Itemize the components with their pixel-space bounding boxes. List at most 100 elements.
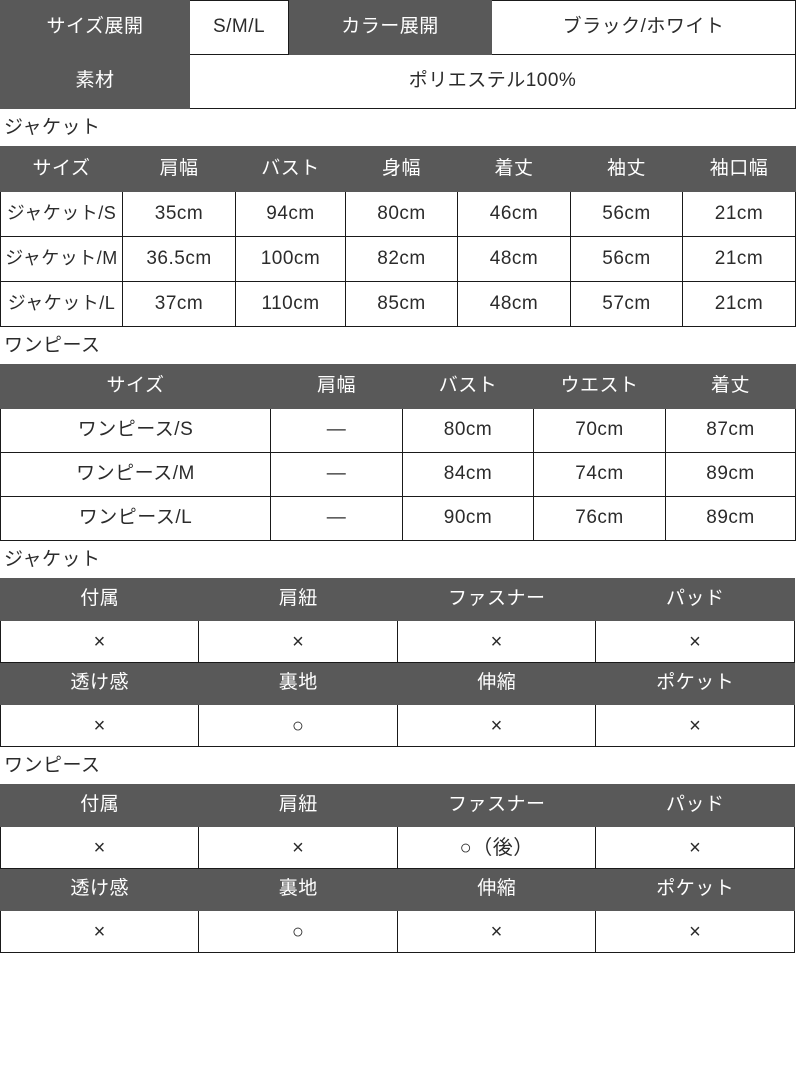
jacket-col-size: サイズ: [0, 146, 123, 192]
section-label-jacket-size: ジャケット: [0, 109, 800, 146]
onepiece-attr-lining-value: ○: [198, 910, 398, 953]
jacket-row-s-sleeve-length: 56cm: [570, 191, 683, 237]
info-label-size-range: サイズ展開: [0, 0, 190, 55]
onepiece-row-s-waist: 70cm: [533, 408, 666, 453]
jacket-attr-strap-label: 肩紐: [198, 578, 398, 621]
jacket-row-s-size: ジャケット/S: [0, 191, 123, 237]
section-label-onepiece-attrs: ワンピース: [0, 747, 800, 784]
jacket-row-s-length: 46cm: [457, 191, 571, 237]
onepiece-row-l-bust: 90cm: [402, 496, 534, 541]
jacket-col-bust: バスト: [235, 146, 346, 192]
table-row: サイズ展開 S/M/L カラー展開 ブラック/ホワイト: [0, 0, 796, 55]
onepiece-attr-zipper-label: ファスナー: [396, 784, 597, 827]
onepiece-attr-pad-value: ×: [595, 826, 795, 869]
onepiece-row-l-waist: 76cm: [533, 496, 666, 541]
onepiece-row-m-waist: 74cm: [533, 452, 666, 497]
table-row: ジャケット/M 36.5cm 100cm 82cm 48cm 56cm 21cm: [0, 236, 796, 282]
product-info-table: サイズ展開 S/M/L カラー展開 ブラック/ホワイト 素材 ポリエステル100…: [0, 0, 796, 109]
jacket-col-sleeve-length: 袖丈: [570, 146, 683, 192]
jacket-attr-sheerness-value: ×: [0, 704, 200, 747]
onepiece-row-s-size: ワンピース/S: [0, 408, 271, 453]
jacket-row-m-length: 48cm: [457, 236, 571, 282]
jacket-col-cuff-width: 袖口幅: [682, 146, 796, 192]
onepiece-row-m-bust: 84cm: [402, 452, 534, 497]
jacket-col-shoulder: 肩幅: [122, 146, 236, 192]
table-header-row: 付属 肩紐 ファスナー パッド: [0, 784, 795, 827]
jacket-attr-zipper-label: ファスナー: [396, 578, 597, 621]
onepiece-col-length: 着丈: [665, 364, 796, 409]
table-row: ワンピース/M — 84cm 74cm 89cm: [0, 452, 796, 497]
jacket-row-l-sleeve-length: 57cm: [570, 281, 683, 327]
jacket-row-s-shoulder: 35cm: [122, 191, 236, 237]
onepiece-row-s-bust: 80cm: [402, 408, 534, 453]
jacket-row-l-length: 48cm: [457, 281, 571, 327]
onepiece-col-bust: バスト: [402, 364, 534, 409]
jacket-row-m-bust: 100cm: [235, 236, 346, 282]
onepiece-attr-zipper-value: ○（後）: [396, 826, 597, 869]
jacket-row-m-body-width: 82cm: [345, 236, 458, 282]
jacket-attr-pocket-label: ポケット: [595, 662, 795, 705]
table-header-row: 透け感 裏地 伸縮 ポケット: [0, 662, 795, 705]
onepiece-attr-sheerness-label: 透け感: [0, 868, 200, 911]
onepiece-attr-pocket-value: ×: [595, 910, 795, 953]
onepiece-attr-lining-label: 裏地: [198, 868, 398, 911]
onepiece-col-size: サイズ: [0, 364, 271, 409]
jacket-row-m-size: ジャケット/M: [0, 236, 123, 282]
table-header-row: 透け感 裏地 伸縮 ポケット: [0, 868, 795, 911]
section-label-jacket-attrs: ジャケット: [0, 541, 800, 578]
jacket-attr-stretch-label: 伸縮: [396, 662, 597, 705]
table-row: × ○ × ×: [0, 704, 795, 747]
onepiece-col-waist: ウエスト: [533, 364, 666, 409]
onepiece-attr-strap-value: ×: [198, 826, 398, 869]
table-row: ジャケット/S 35cm 94cm 80cm 46cm 56cm 21cm: [0, 191, 796, 237]
onepiece-attr-strap-label: 肩紐: [198, 784, 398, 827]
jacket-attr-lining-label: 裏地: [198, 662, 398, 705]
jacket-row-l-size: ジャケット/L: [0, 281, 123, 327]
info-value-color-range: ブラック/ホワイト: [491, 0, 796, 55]
table-row: ジャケット/L 37cm 110cm 85cm 48cm 57cm 21cm: [0, 281, 796, 327]
jacket-attr-pad-value: ×: [595, 620, 795, 663]
table-header-row: サイズ 肩幅 バスト ウエスト 着丈: [0, 364, 796, 409]
jacket-row-l-body-width: 85cm: [345, 281, 458, 327]
jacket-attr-sheerness-label: 透け感: [0, 662, 200, 705]
info-label-material: 素材: [0, 54, 190, 109]
jacket-attr-accessory-value: ×: [0, 620, 200, 663]
onepiece-row-l-length: 89cm: [665, 496, 796, 541]
jacket-attr-pocket-value: ×: [595, 704, 795, 747]
onepiece-col-shoulder: 肩幅: [270, 364, 403, 409]
jacket-row-m-shoulder: 36.5cm: [122, 236, 236, 282]
jacket-attr-accessory-label: 付属: [0, 578, 200, 621]
jacket-row-s-cuff-width: 21cm: [682, 191, 796, 237]
jacket-attributes-table: 付属 肩紐 ファスナー パッド × × × × 透け感 裏地 伸縮 ポケット ×…: [0, 578, 795, 747]
jacket-attr-zipper-value: ×: [396, 620, 597, 663]
jacket-attr-lining-value: ○: [198, 704, 398, 747]
table-header-row: 付属 肩紐 ファスナー パッド: [0, 578, 795, 621]
jacket-row-m-cuff-width: 21cm: [682, 236, 796, 282]
onepiece-row-m-size: ワンピース/M: [0, 452, 271, 497]
onepiece-attr-accessory-label: 付属: [0, 784, 200, 827]
onepiece-row-l-size: ワンピース/L: [0, 496, 271, 541]
onepiece-attr-pad-label: パッド: [595, 784, 795, 827]
jacket-row-l-shoulder: 37cm: [122, 281, 236, 327]
jacket-row-s-bust: 94cm: [235, 191, 346, 237]
onepiece-row-s-length: 87cm: [665, 408, 796, 453]
jacket-size-table: サイズ 肩幅 バスト 身幅 着丈 袖丈 袖口幅 ジャケット/S 35cm 94c…: [0, 146, 796, 327]
jacket-row-l-cuff-width: 21cm: [682, 281, 796, 327]
onepiece-size-table: サイズ 肩幅 バスト ウエスト 着丈 ワンピース/S — 80cm 70cm 8…: [0, 364, 796, 541]
onepiece-row-m-length: 89cm: [665, 452, 796, 497]
onepiece-attributes-table: 付属 肩紐 ファスナー パッド × × ○（後） × 透け感 裏地 伸縮 ポケッ…: [0, 784, 795, 953]
table-row: ワンピース/L — 90cm 76cm 89cm: [0, 496, 796, 541]
table-row: 素材 ポリエステル100%: [0, 54, 796, 109]
onepiece-attr-accessory-value: ×: [0, 826, 200, 869]
table-header-row: サイズ 肩幅 バスト 身幅 着丈 袖丈 袖口幅: [0, 146, 796, 192]
info-value-material: ポリエステル100%: [189, 54, 796, 109]
section-label-onepiece-size: ワンピース: [0, 327, 800, 364]
table-row: × ○ × ×: [0, 910, 795, 953]
jacket-col-body-width: 身幅: [345, 146, 458, 192]
onepiece-row-m-shoulder: —: [270, 452, 403, 497]
jacket-col-length: 着丈: [457, 146, 571, 192]
onepiece-row-l-shoulder: —: [270, 496, 403, 541]
table-row: × × ○（後） ×: [0, 826, 795, 869]
onepiece-attr-pocket-label: ポケット: [595, 868, 795, 911]
